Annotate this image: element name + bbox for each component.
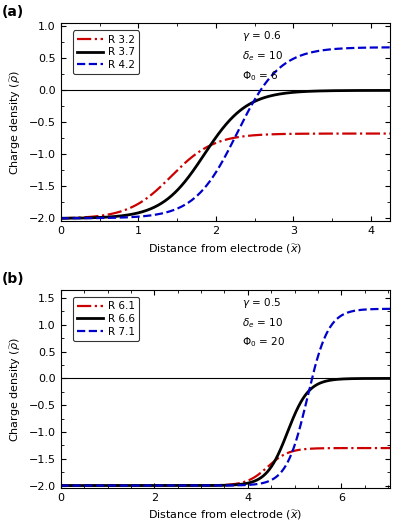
Y-axis label: Charge density ($\widetilde{\rho}$): Charge density ($\widetilde{\rho}$): [8, 70, 23, 175]
X-axis label: Distance from electrode ($\widetilde{x}$): Distance from electrode ($\widetilde{x}$…: [148, 508, 303, 522]
Text: $\Phi_0$ = 6: $\Phi_0$ = 6: [242, 69, 278, 83]
Text: $\delta_e$ = 10: $\delta_e$ = 10: [242, 316, 283, 329]
Text: $\gamma$ = 0.5: $\gamma$ = 0.5: [242, 296, 281, 310]
X-axis label: Distance from electrode ($\widetilde{x}$): Distance from electrode ($\widetilde{x}$…: [148, 242, 303, 256]
Text: $\Phi_0$ = 20: $\Phi_0$ = 20: [242, 336, 285, 350]
Text: (b): (b): [2, 272, 24, 286]
Text: $\delta_e$ = 10: $\delta_e$ = 10: [242, 49, 283, 63]
Y-axis label: Charge density ($\widetilde{\rho}$): Charge density ($\widetilde{\rho}$): [8, 337, 23, 441]
Text: (a): (a): [2, 5, 24, 20]
Text: $\gamma$ = 0.6: $\gamma$ = 0.6: [242, 29, 282, 43]
Legend: R 6.1, R 6.6, R 7.1: R 6.1, R 6.6, R 7.1: [72, 297, 139, 341]
Legend: R 3.2, R 3.7, R 4.2: R 3.2, R 3.7, R 4.2: [72, 31, 139, 74]
